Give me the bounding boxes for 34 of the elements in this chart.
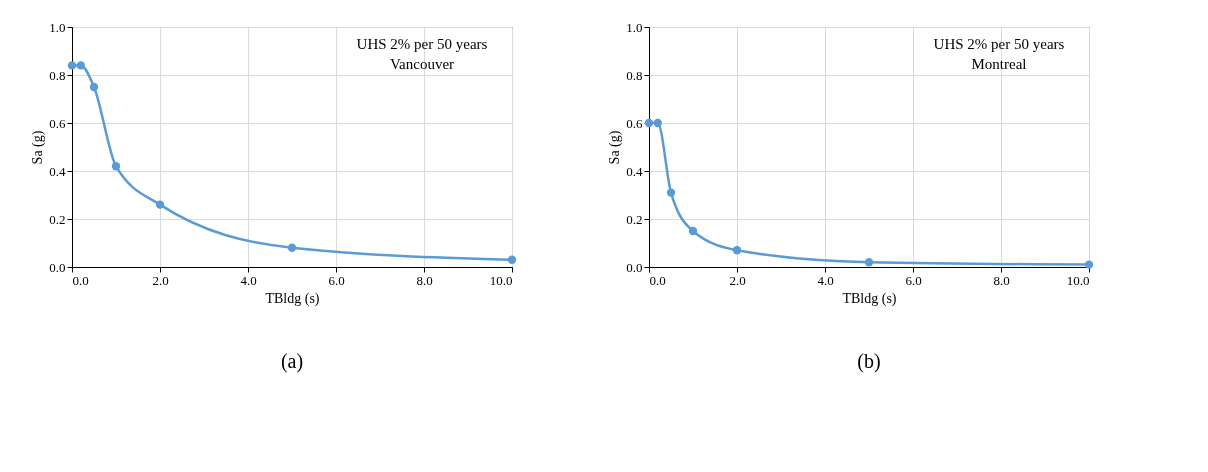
y-tick-label: 0.4 xyxy=(626,163,643,179)
y-tick-label: 0.4 xyxy=(49,163,66,179)
y-tick-label: 0.0 xyxy=(626,259,643,275)
annotation: Montreal xyxy=(971,56,1027,72)
x-tick-label: 4.0 xyxy=(240,272,257,288)
y-tick-label: 1.0 xyxy=(626,19,643,35)
text: (a) xyxy=(280,350,304,373)
x-tick-label: 4.0 xyxy=(817,272,834,288)
x-tick-label: 10.0 xyxy=(489,272,513,288)
x-tick-label: 2.0 xyxy=(729,272,746,288)
y-axis-title: Sa (g) xyxy=(607,130,624,165)
annotation: UHS 2% per 50 years xyxy=(933,36,1065,52)
x-axis-title: TBldg (s) xyxy=(265,290,320,307)
y-tick-label: 0.0 xyxy=(49,259,66,275)
x-tick-label: 6.0 xyxy=(905,272,922,288)
annotation: UHS 2% per 50 years xyxy=(356,36,488,52)
annotation: Vancouver xyxy=(389,56,455,72)
y-axis-title: Sa (g) xyxy=(30,130,47,165)
y-tick-label: 0.6 xyxy=(626,115,643,131)
x-tick-label: 2.0 xyxy=(152,272,169,288)
y-tick-label: 0.2 xyxy=(49,211,66,227)
x-tick-label: 0.0 xyxy=(649,272,666,288)
y-tick-label: 0.6 xyxy=(49,115,66,131)
y-tick-label: 0.8 xyxy=(626,67,643,83)
x-tick-label: 10.0 xyxy=(1066,272,1090,288)
x-tick-label: 8.0 xyxy=(993,272,1010,288)
y-tick-label: 0.8 xyxy=(49,67,66,83)
y-tick-label: 1.0 xyxy=(49,19,66,35)
x-axis-title: TBldg (s) xyxy=(842,290,897,307)
text: (b) xyxy=(857,350,881,373)
x-tick-label: 6.0 xyxy=(328,272,345,288)
x-tick-label: 8.0 xyxy=(416,272,433,288)
x-tick-label: 0.0 xyxy=(72,272,89,288)
y-tick-label: 0.2 xyxy=(626,211,643,227)
